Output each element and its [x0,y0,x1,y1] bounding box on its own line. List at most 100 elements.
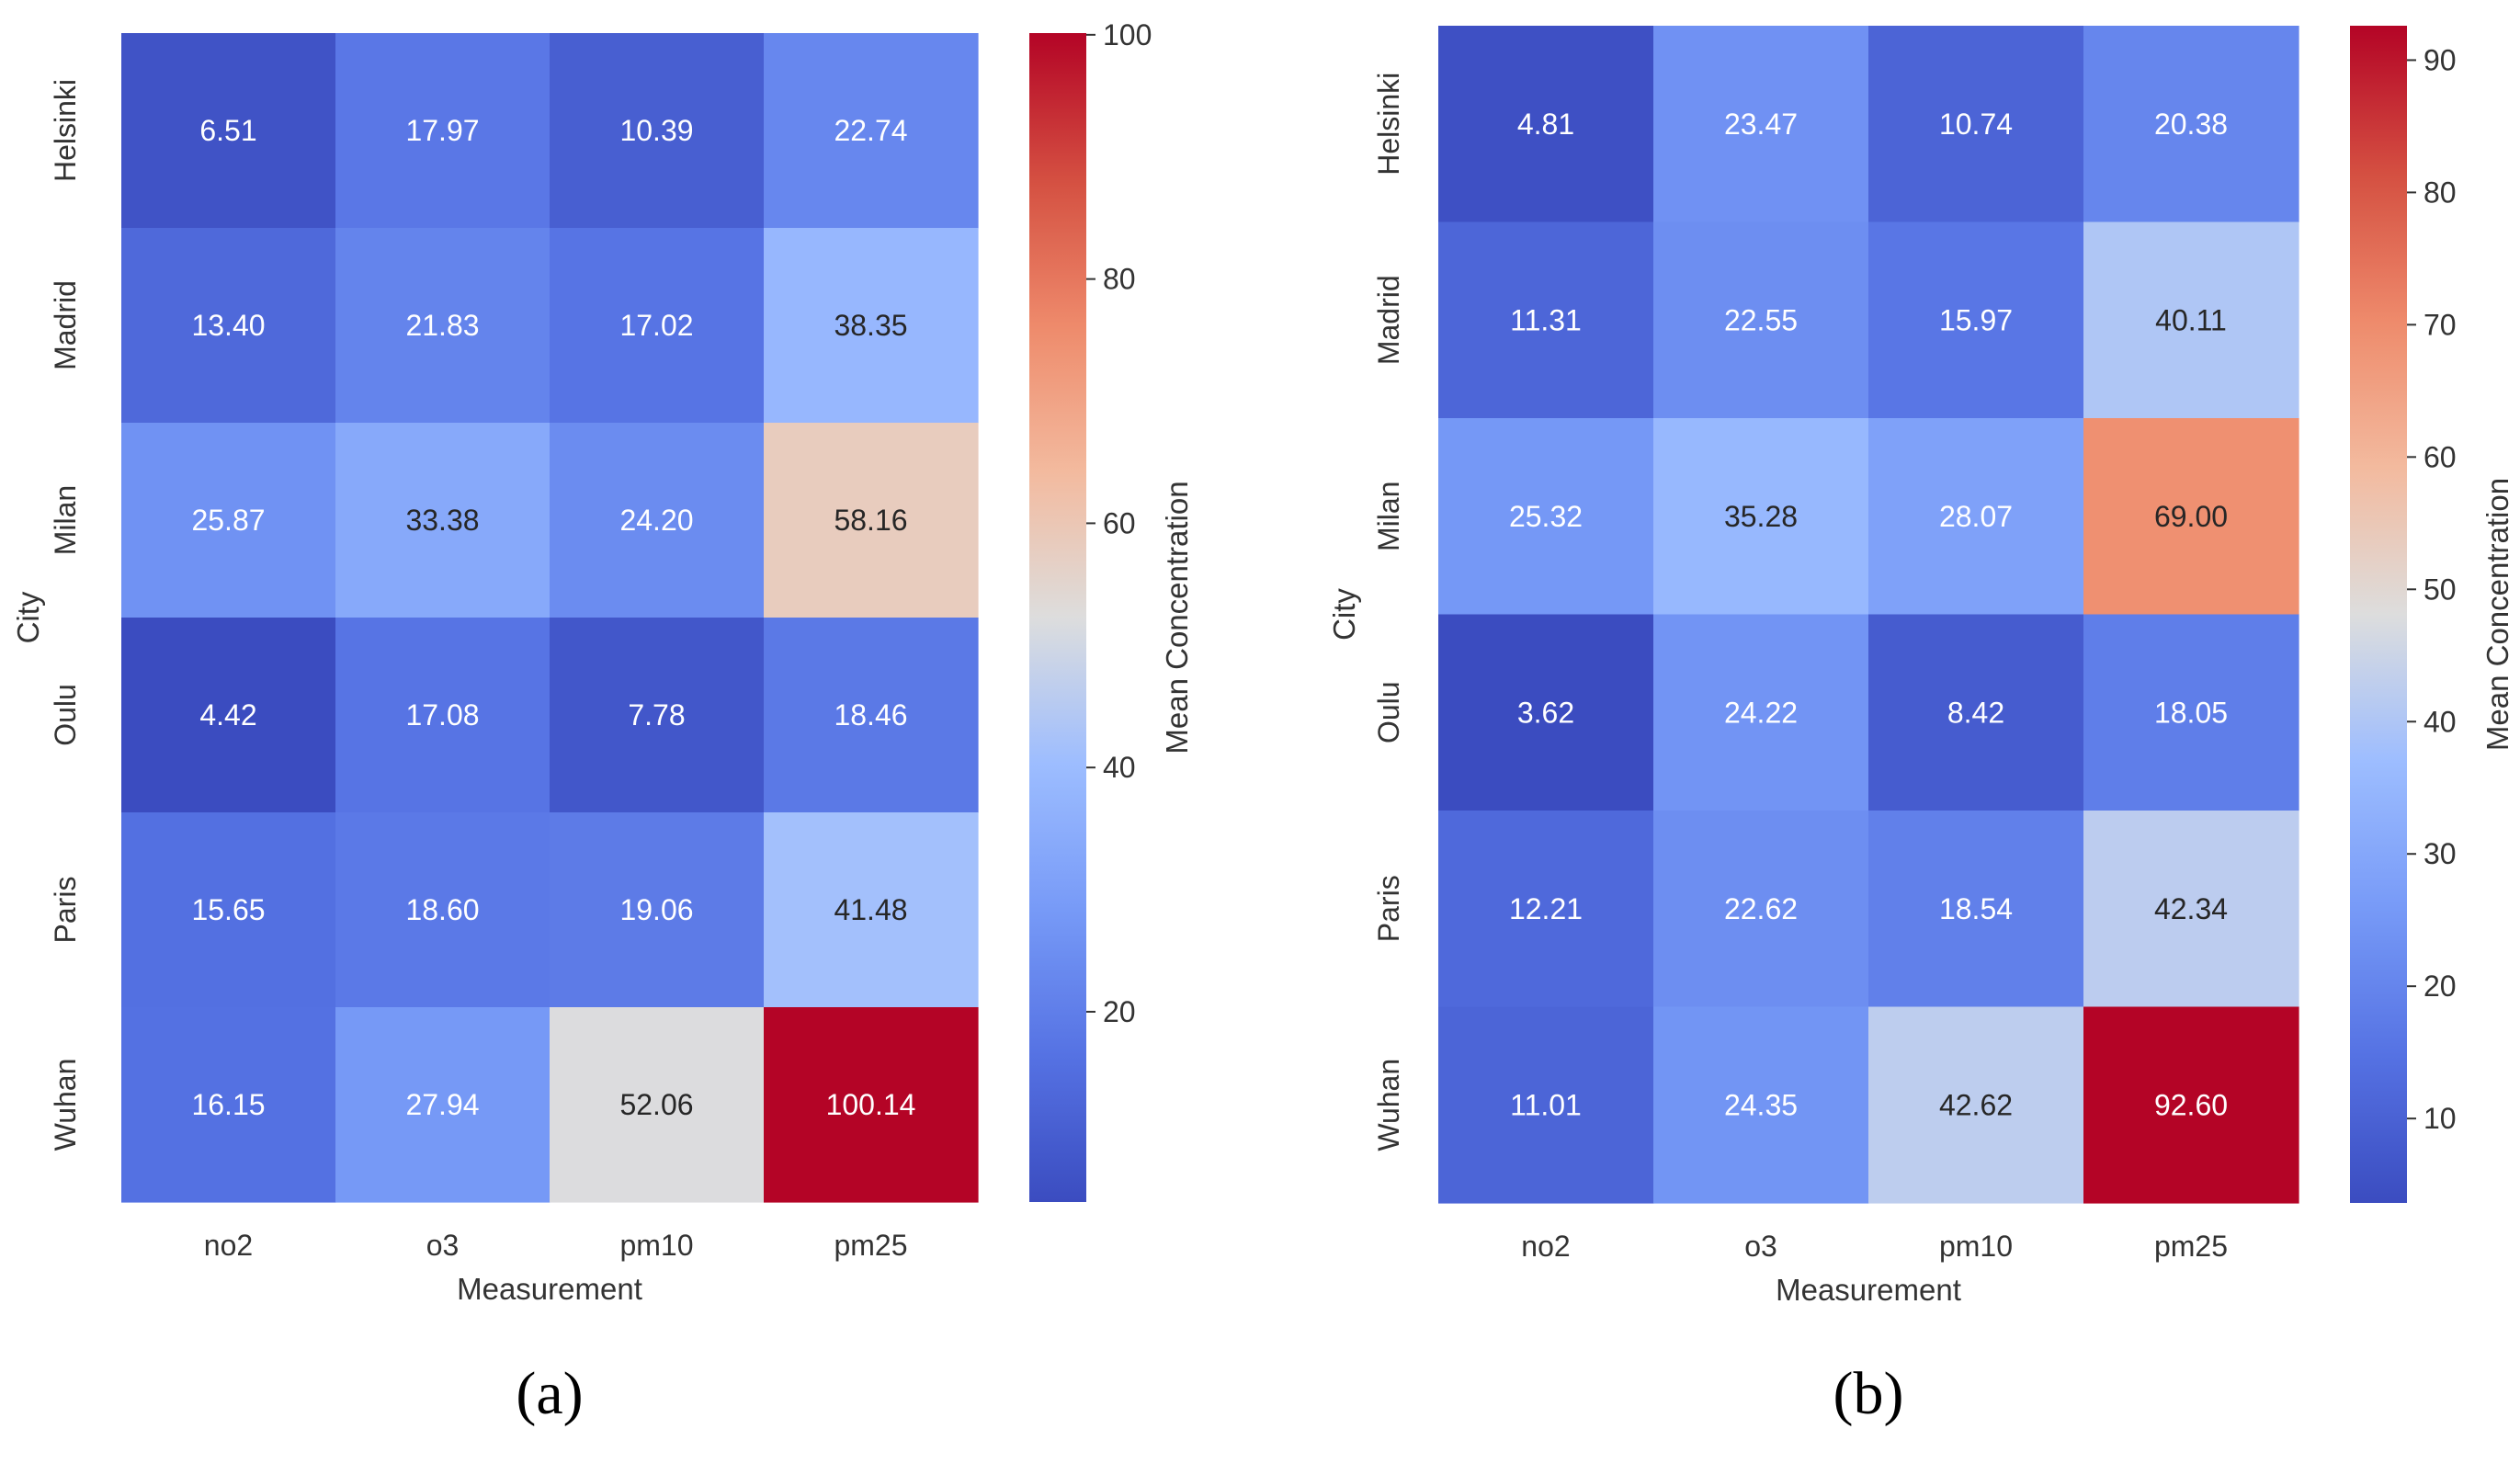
heatmap-panel-a: 6.51 17.97 10.39 22.74 13.40 21.83 17.02 38.35 2… [11,18,1194,1427]
colorbar-tick-label: 40 [1103,751,1136,784]
colorbar-label: Mean Concentration [2480,478,2514,751]
cell-value-label: 3.62 [1517,696,1574,729]
heatmap-cell [1438,221,1654,419]
heatmap-cell [121,228,336,424]
y-tick-label: Helsinki [1372,73,1405,176]
heatmap-cell [121,812,336,1008]
heatmap-cell [1653,614,1869,811]
heatmap-cell [550,1007,765,1203]
heatmap-cell [1438,1006,1654,1204]
cell-value-label: 6.51 [199,114,256,147]
cell-value-label: 24.35 [1724,1088,1798,1121]
heatmap-cell [121,423,336,618]
heatmap-cell [1653,26,1869,223]
cell-value-label: 23.47 [1724,108,1798,141]
cell-value-label: 33.38 [405,504,479,537]
cell-value-label: 28.07 [1939,500,2013,533]
x-tick-label: pm25 [2154,1230,2228,1263]
cell-value-label: 52.06 [619,1088,693,1121]
heatmap-cell [2083,614,2299,811]
heatmap-cell [335,33,551,229]
cell-value-label: 40.11 [2155,303,2227,336]
heatmap-cell [1868,614,2084,811]
heatmap-cell [2083,1006,2299,1204]
y-tick-label: Wuhan [49,1059,82,1151]
heatmap-cell [121,33,336,229]
heatmap-cell [1653,1006,1869,1204]
cell-value-label: 18.60 [405,893,479,926]
heatmap-cell [335,423,551,618]
x-tick-label: no2 [204,1229,253,1262]
heatmap-cell [1438,811,1654,1008]
x-tick-label: no2 [1521,1230,1570,1263]
heatmap-cell [1868,26,2084,223]
heatmap-cell [2083,26,2299,223]
colorbar-tick-label: 80 [1103,263,1136,296]
colorbar [1029,33,1086,1202]
cell-value-label: 13.40 [191,309,265,342]
colorbar-tick-label: 20 [2424,970,2457,1003]
heatmap-cell [764,423,979,618]
heatmap-cell [1653,811,1869,1008]
cell-value-label: 42.62 [1939,1088,2013,1121]
cell-value-label: 58.16 [834,504,907,537]
heatmap-cell [1438,26,1654,223]
y-tick-label: Milan [49,485,82,555]
heatmap-cell [121,618,336,813]
heatmap-cell [1868,1006,2084,1204]
heatmap-cell [335,228,551,424]
cell-value-label: 22.55 [1724,303,1798,336]
cell-value-label: 10.74 [1939,108,2013,141]
y-axis-title: City [1327,588,1361,641]
heatmap-cell [2083,811,2299,1008]
cell-value-label: 16.15 [191,1088,265,1121]
colorbar-tick-label: 60 [1103,506,1136,539]
heatmap-cell [2083,418,2299,616]
panel-label: (b) [1833,1360,1904,1427]
y-tick-label: Oulu [49,684,82,746]
cell-value-label: 69.00 [2154,500,2228,533]
x-tick-label: pm10 [1939,1230,2013,1263]
y-tick-label: Madrid [1372,275,1405,365]
cell-value-label: 11.01 [1510,1088,1582,1121]
heatmap-cell [764,812,979,1008]
y-tick-label: Helsinki [49,79,82,182]
x-tick-label: pm25 [834,1229,907,1262]
y-tick-label: Paris [1372,875,1405,942]
heatmap-cell [335,1007,551,1203]
heatmap-cell [1653,418,1869,616]
y-tick-label: Oulu [1372,681,1405,743]
cell-value-label: 24.20 [619,504,693,537]
cell-value-label: 11.31 [1510,303,1582,336]
heatmap-cell [1868,221,2084,419]
cell-value-label: 27.94 [405,1088,479,1121]
cell-value-label: 4.42 [199,698,256,732]
cell-value-label: 12.21 [1509,892,1583,925]
cell-value-label: 41.48 [834,893,907,926]
cell-value-label: 7.78 [628,698,685,732]
cell-value-label: 17.08 [405,698,479,732]
heatmap-cell [550,423,765,618]
cell-value-label: 35.28 [1724,500,1798,533]
cell-value-label: 25.87 [191,504,265,537]
colorbar [2350,26,2407,1203]
heatmap-cell [1438,418,1654,616]
colorbar-tick-label: 100 [1103,18,1152,51]
x-axis-title: Measurement [457,1272,642,1306]
colorbar-tick-label: 10 [2424,1102,2457,1135]
cell-value-label: 17.97 [405,114,479,147]
heatmap-cell [2083,221,2299,419]
heatmap-cell [550,812,765,1008]
heatmap-cell [764,33,979,229]
x-tick-label: o3 [426,1229,460,1262]
cell-value-label: 10.39 [619,114,693,147]
cell-value-label: 38.35 [834,309,907,342]
heatmap-cell [1653,221,1869,419]
heatmap-cell [335,812,551,1008]
heatmap-cell [1438,614,1654,811]
cell-value-label: 4.81 [1517,108,1574,141]
y-axis-title: City [11,591,45,643]
cell-value-label: 92.60 [2154,1088,2228,1121]
x-axis-title: Measurement [1776,1273,1961,1307]
y-tick-label: Madrid [49,280,82,370]
